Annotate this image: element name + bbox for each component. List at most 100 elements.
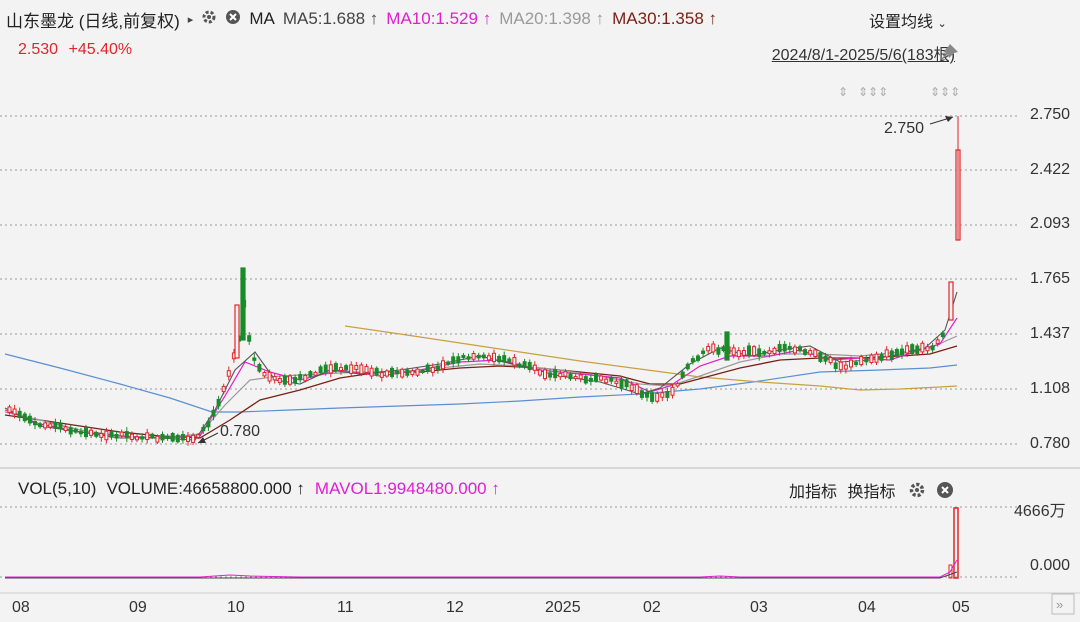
candle-body: [43, 422, 48, 429]
candle-body: [221, 385, 226, 393]
candle-body: [298, 374, 303, 380]
candle-body: [191, 434, 196, 443]
candle-body: [364, 366, 369, 373]
candle-body: [782, 343, 787, 352]
candle-body: [808, 350, 813, 355]
vol-label[interactable]: VOL(5,10): [18, 479, 97, 498]
candle-body: [425, 364, 430, 372]
candle-body: [948, 281, 954, 321]
candle-body: [594, 373, 598, 382]
candle-body: [859, 356, 864, 366]
candle-body: [497, 355, 502, 363]
candle-body: [226, 370, 231, 377]
volume-header: VOL(5,10) VOLUME:46658800.000 ↑ MAVOL1:9…: [18, 476, 510, 502]
close-circle-icon[interactable]: [225, 9, 241, 30]
candle-body: [441, 360, 445, 370]
candle-body: [27, 415, 32, 424]
candle-body: [869, 354, 874, 364]
candle-body: [905, 345, 910, 354]
candle-body: [155, 435, 160, 443]
event-markers[interactable]: ⇕ ⇕⇕⇕ ⇕⇕⇕: [838, 85, 960, 99]
candle-body: [512, 357, 517, 366]
candle-body: [736, 350, 741, 358]
candle-body: [395, 370, 400, 375]
candle-body: [201, 426, 206, 432]
gear-icon[interactable]: [201, 9, 217, 30]
y-tick: 2.093: [1030, 215, 1071, 232]
candle-body: [517, 363, 522, 368]
candle-body: [843, 364, 848, 370]
candle-body: [548, 372, 553, 378]
close-circle-icon[interactable]: [936, 481, 954, 504]
candle-body: [84, 427, 88, 438]
candle-body: [629, 384, 634, 392]
current-price: 2.530: [18, 41, 59, 58]
candle-body: [716, 347, 721, 355]
candle-body: [798, 346, 802, 352]
candle-body: [543, 369, 547, 380]
candle-body: [33, 421, 37, 426]
candle-body: [823, 355, 828, 362]
candle-body: [537, 369, 542, 376]
candle-body: [670, 386, 675, 396]
pin-icon[interactable]: [938, 42, 960, 62]
candle-body: [435, 365, 440, 370]
candle-body: [94, 432, 99, 437]
candle-body: [160, 433, 165, 441]
candle-body: [252, 357, 257, 361]
candle-body: [288, 375, 292, 385]
candle-body: [558, 373, 563, 378]
scroll-right-button[interactable]: [1051, 593, 1075, 615]
time-label: 12: [446, 599, 464, 616]
candle-body: [706, 345, 711, 352]
settings-ma-button[interactable]: 设置均线 ⌄: [869, 14, 947, 31]
candle-body: [379, 372, 384, 378]
candle-body: [752, 346, 757, 356]
date-range[interactable]: 2024/8/1-2025/5/6(183根): [771, 47, 955, 64]
candle-body: [940, 332, 945, 338]
change-percent: +45.40%: [68, 41, 133, 58]
candle-body: [7, 406, 12, 413]
candle-body: [12, 408, 17, 415]
candle-body: [650, 392, 655, 402]
candle-body: [293, 376, 298, 384]
candle-body: [216, 398, 221, 407]
play-icon[interactable]: ▸: [187, 13, 194, 26]
candle-body: [609, 376, 614, 382]
candle-body: [578, 374, 583, 380]
candle-body: [63, 426, 68, 432]
candle-body: [660, 392, 665, 398]
candle-body: [78, 430, 83, 435]
candle-body: [104, 430, 109, 441]
chevron-down-icon: ⌄: [937, 18, 947, 30]
candle-body: [724, 331, 730, 361]
candle-body: [420, 369, 425, 373]
candle-body: [925, 346, 930, 352]
candle-body: [58, 423, 63, 429]
candle-body: [308, 371, 313, 377]
stock-title[interactable]: 山东墨龙 (日线,前复权): [6, 11, 180, 31]
candle-body: [471, 353, 476, 360]
time-label: 11: [337, 599, 354, 616]
y-tick: 0.780: [1030, 435, 1071, 452]
candle-body: [466, 356, 471, 360]
candle-body: [879, 353, 884, 361]
candle-body: [277, 377, 282, 384]
candle-body: [828, 357, 833, 364]
ma5-line: [4, 291, 958, 441]
candle-body: [762, 350, 767, 355]
add-indicator-button[interactable]: 加指标: [789, 484, 838, 501]
candle-body: [119, 431, 124, 437]
candle-body: [135, 436, 139, 441]
candle-body: [461, 354, 466, 359]
candle-body: [701, 350, 706, 355]
gear-icon[interactable]: [908, 481, 926, 504]
time-label: 03: [750, 599, 768, 616]
candle-body: [165, 435, 170, 439]
candle-body: [690, 358, 695, 363]
switch-indicator-button[interactable]: 换指标: [847, 484, 896, 501]
candle-body: [772, 347, 777, 355]
candle-body: [849, 359, 853, 368]
candle-body: [109, 430, 114, 438]
